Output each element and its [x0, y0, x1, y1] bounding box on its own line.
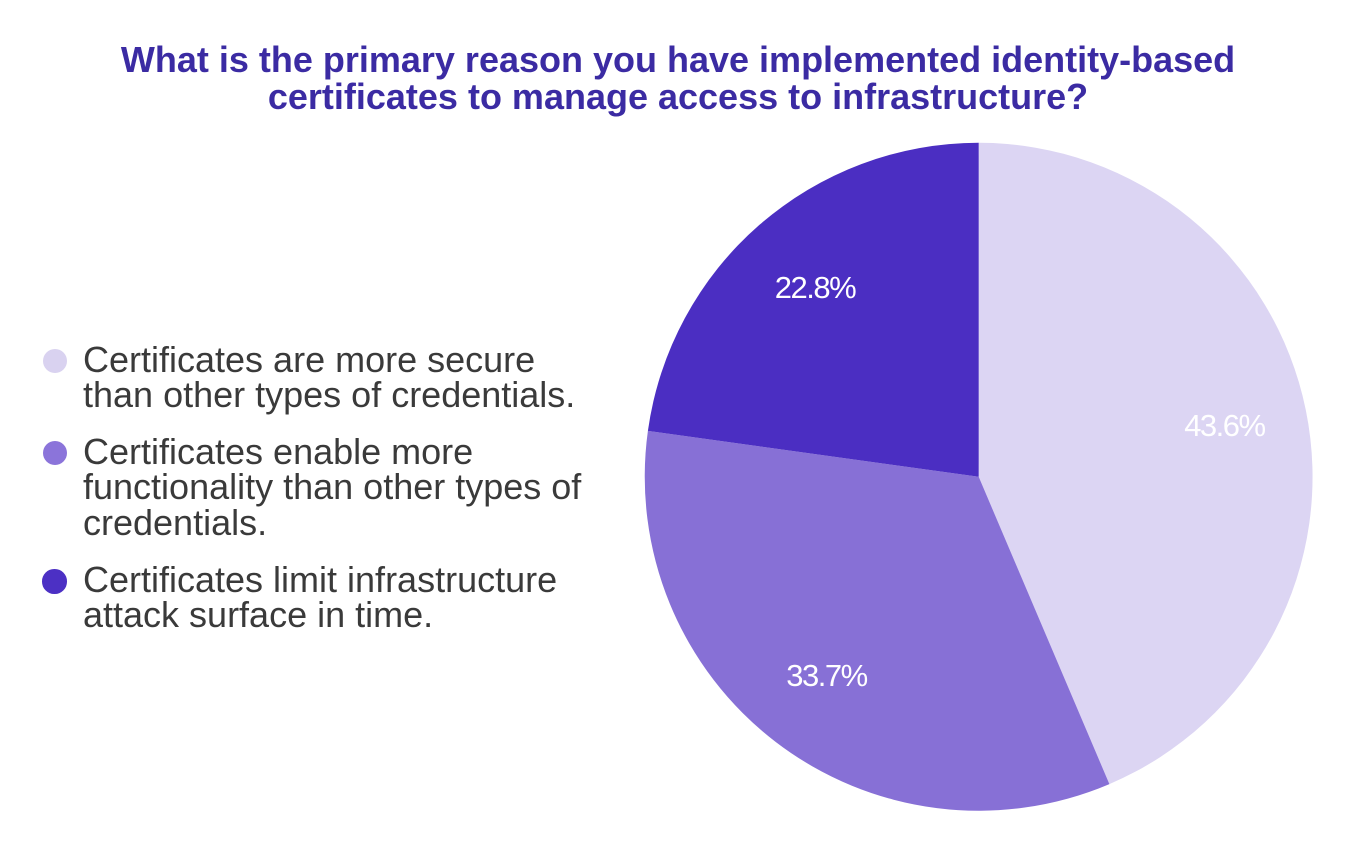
svg-text:33.7%: 33.7%: [786, 658, 867, 693]
svg-text:43.6%: 43.6%: [1184, 408, 1265, 443]
svg-text:22.8%: 22.8%: [775, 270, 856, 305]
